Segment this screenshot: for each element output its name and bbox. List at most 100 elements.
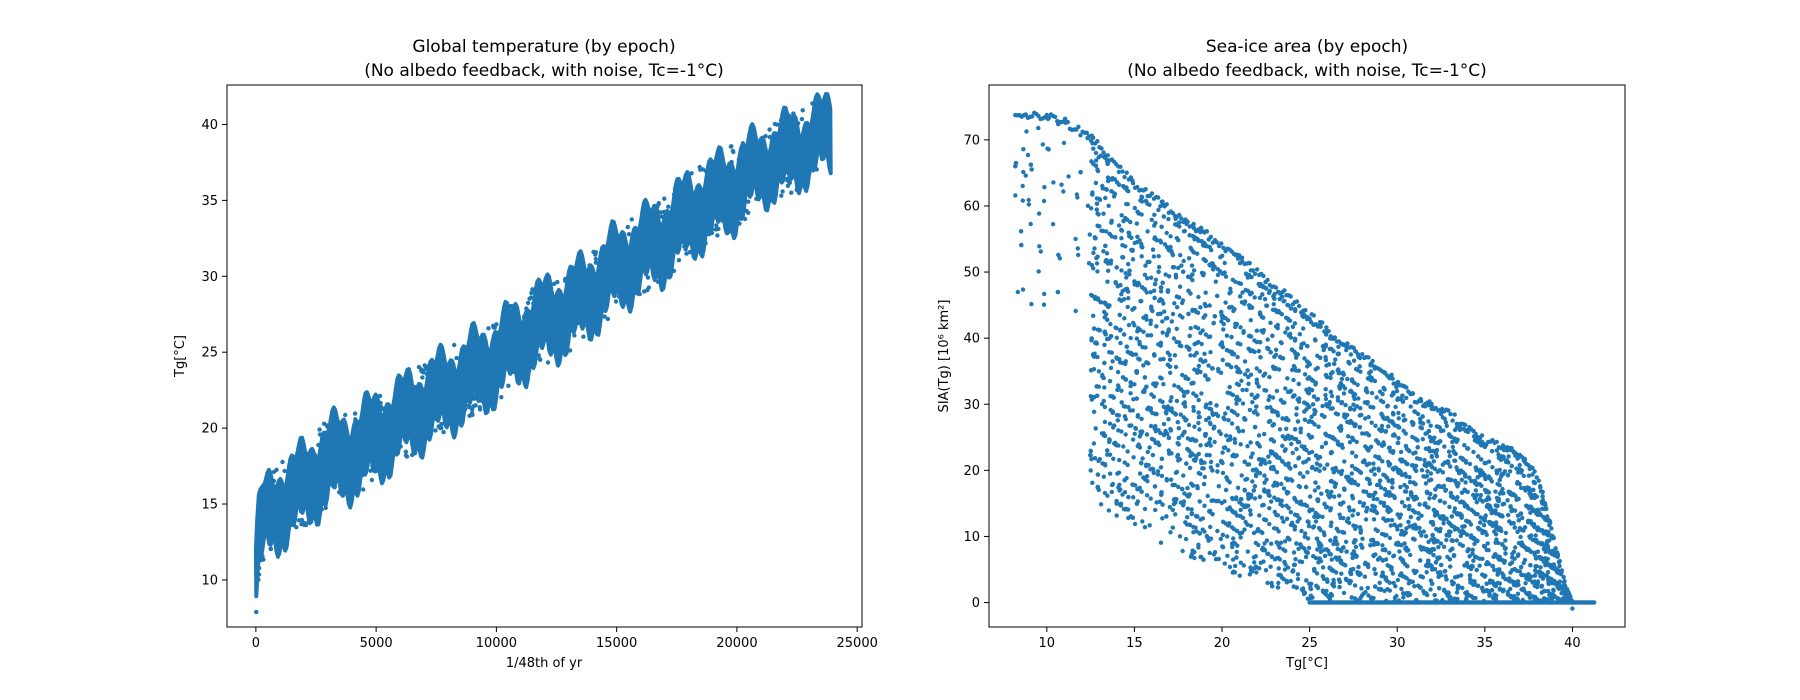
data-point: [1205, 493, 1210, 499]
data-point: [1285, 326, 1290, 331]
data-point: [469, 410, 475, 416]
data-point: [1195, 368, 1201, 373]
data-point: [1447, 557, 1453, 562]
data-point: [1094, 393, 1100, 398]
data-point: [1343, 539, 1349, 544]
data-point: [1310, 595, 1315, 600]
data-point: [1392, 522, 1397, 527]
data-point: [1481, 523, 1487, 528]
data-point: [1188, 326, 1193, 331]
data-point: [1091, 146, 1096, 151]
data-point: [1399, 500, 1405, 505]
data-point: [1396, 435, 1401, 441]
data-point: [1348, 418, 1353, 424]
data-point: [531, 308, 537, 313]
data-point: [1431, 552, 1436, 558]
data-point: [1013, 193, 1018, 198]
data-point: [1451, 580, 1456, 586]
data-point: [1420, 437, 1426, 442]
data-point: [1371, 492, 1376, 498]
data-point: [1215, 272, 1221, 278]
data-point: [738, 198, 743, 204]
data-point: [1248, 508, 1253, 513]
data-point: [1236, 280, 1242, 286]
data-point: [1199, 460, 1204, 466]
data-point: [1439, 562, 1444, 568]
data-point: [1372, 472, 1377, 477]
data-point: [638, 225, 643, 231]
data-point: [1229, 525, 1235, 530]
data-point: [1229, 421, 1235, 426]
data-point: [1297, 471, 1303, 476]
data-point: [1307, 508, 1312, 514]
data-point: [1185, 515, 1190, 520]
data-point: [467, 349, 473, 354]
data-point: [1517, 462, 1522, 468]
data-point: [592, 313, 597, 318]
data-point: [1391, 391, 1396, 396]
data-point: [703, 221, 709, 227]
data-point: [1260, 292, 1265, 297]
data-point: [1092, 246, 1097, 251]
data-point: [1144, 360, 1149, 365]
data-point: [1192, 367, 1197, 372]
data-point: [1344, 347, 1349, 353]
data-point: [1228, 286, 1233, 291]
data-point: [1352, 596, 1358, 601]
data-point: [1494, 468, 1499, 473]
data-point: [1545, 547, 1551, 552]
data-point: [1452, 458, 1458, 463]
data-point: [1145, 276, 1150, 281]
data-point: [1211, 320, 1217, 326]
data-point: [1553, 594, 1558, 600]
data-point: [1205, 377, 1210, 382]
data-point: [791, 111, 796, 116]
data-point: [1089, 456, 1094, 462]
data-point: [1107, 350, 1112, 355]
data-point: [1235, 425, 1240, 431]
data-point: [656, 214, 662, 219]
data-point: [1128, 335, 1133, 341]
data-point: [1291, 393, 1296, 398]
data-point: [1348, 406, 1353, 412]
data-point: [1115, 418, 1121, 423]
data-point: [1301, 474, 1306, 479]
data-point: [1315, 456, 1321, 461]
data-point: [1377, 389, 1383, 394]
data-point: [815, 100, 820, 106]
data-point: [1427, 547, 1433, 553]
data-point: [1283, 330, 1288, 335]
data-point: [1142, 506, 1148, 512]
data-point: [1105, 161, 1110, 166]
data-point: [1371, 405, 1376, 410]
data-point: [1197, 414, 1202, 420]
data-point: [1517, 569, 1523, 574]
data-point: [1489, 588, 1495, 593]
data-point: [256, 565, 262, 571]
data-point: [1425, 469, 1430, 474]
data-point: [1428, 491, 1433, 497]
data-point: [1302, 417, 1308, 422]
data-point: [1455, 511, 1460, 516]
data-point: [1214, 403, 1219, 408]
data-point: [1215, 528, 1220, 534]
data-point: [1469, 563, 1475, 568]
data-point: [1254, 366, 1259, 371]
data-point: [1372, 504, 1377, 509]
data-point: [369, 477, 375, 483]
data-point: [1163, 316, 1169, 321]
data-point: [1209, 407, 1214, 412]
data-point: [1121, 444, 1126, 449]
data-point: [1426, 558, 1431, 563]
data-point: [1154, 500, 1159, 505]
data-point: [1444, 423, 1450, 429]
data-point: [1265, 337, 1270, 342]
data-point: [1191, 457, 1197, 463]
data-point: [785, 176, 790, 182]
data-point: [480, 398, 485, 404]
data-point: [1235, 485, 1241, 490]
data-point: [478, 391, 484, 397]
data-point: [1139, 285, 1145, 290]
data-point: [1091, 326, 1097, 331]
data-point: [699, 246, 704, 252]
